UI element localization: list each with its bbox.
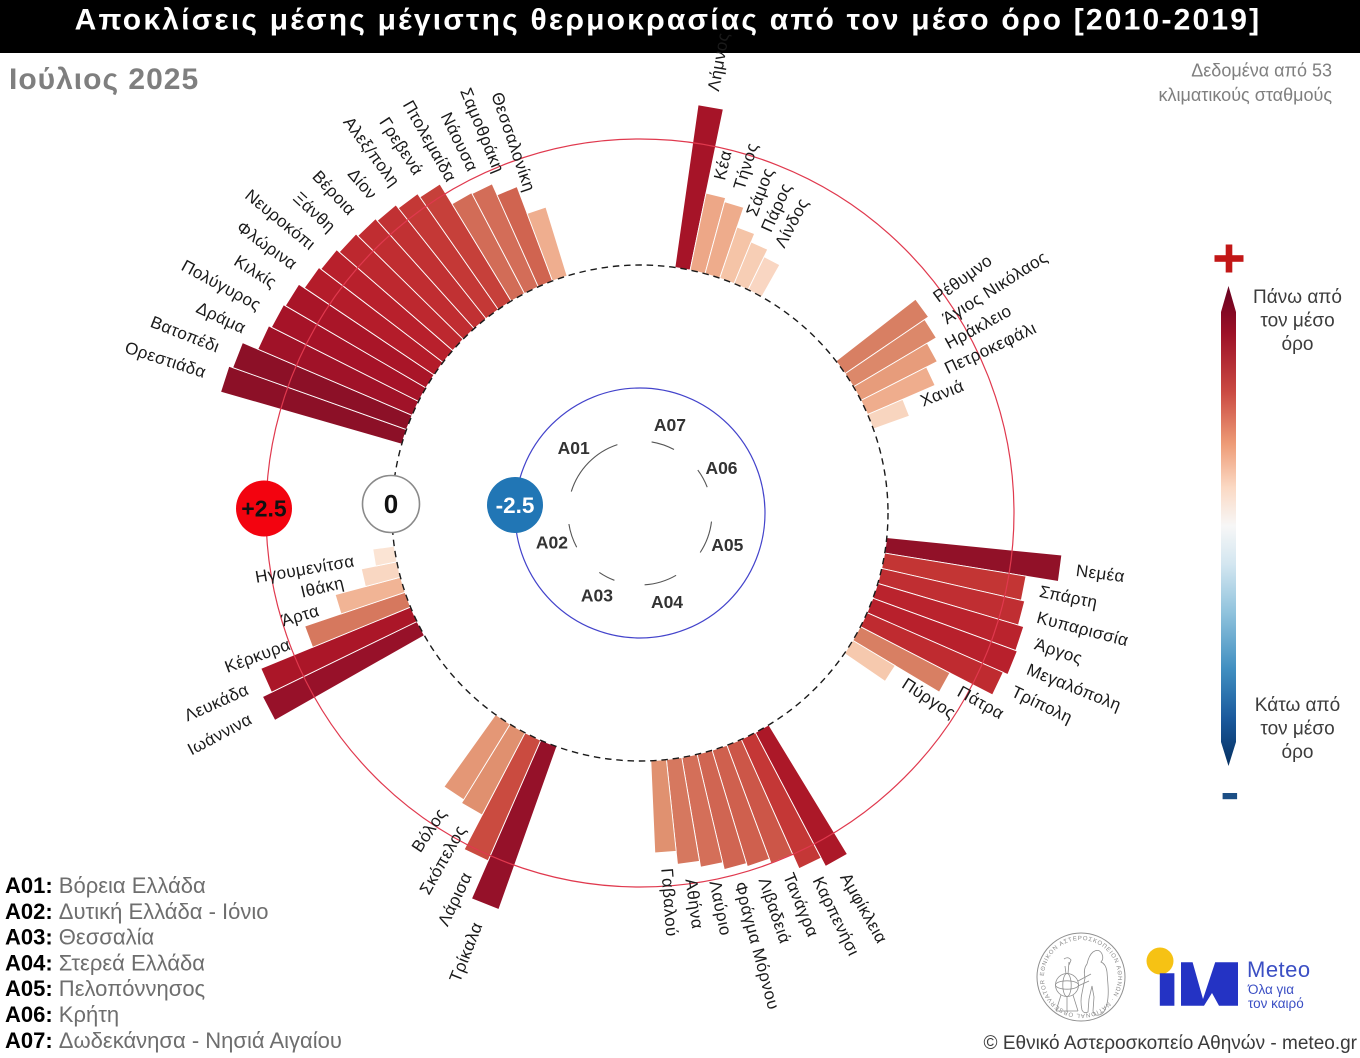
svg-text:A04: Στερεά Ελλάδα: A04: Στερεά Ελλάδα <box>5 950 205 975</box>
svg-text:A03: A03 <box>581 585 613 605</box>
svg-text:Όλα για: Όλα για <box>1247 982 1294 997</box>
svg-text:Δεδομένα από 53: Δεδομένα από 53 <box>1191 61 1332 81</box>
svg-text:A07: Δωδεκάνησα - Νησιά Αιγαίο: A07: Δωδεκάνησα - Νησιά Αιγαίου <box>5 1028 342 1053</box>
svg-text:A06: A06 <box>705 458 737 478</box>
svg-text:τον μέσο: τον μέσο <box>1260 719 1334 740</box>
svg-text:κλιματικούς σταθμούς: κλιματικούς σταθμούς <box>1159 85 1333 105</box>
svg-text:-2.5: -2.5 <box>496 493 535 518</box>
svg-text:Ιούλιος 2025: Ιούλιος 2025 <box>9 63 199 96</box>
svg-text:A01: A01 <box>558 438 590 458</box>
svg-text:όρο: όρο <box>1282 334 1314 355</box>
svg-text:τον μέσο: τον μέσο <box>1260 311 1334 332</box>
svg-text:A01: Βόρεια Ελλάδα: A01: Βόρεια Ελλάδα <box>5 873 206 898</box>
svg-text:A02: A02 <box>536 533 568 553</box>
svg-text:A04: A04 <box>651 592 683 612</box>
svg-text:A05: Πελοπόννησος: A05: Πελοπόννησος <box>5 976 205 1001</box>
svg-text:A03: Θεσσαλία: A03: Θεσσαλία <box>5 925 154 950</box>
svg-text:0: 0 <box>384 489 398 519</box>
svg-text:Meteo: Meteo <box>1247 957 1311 982</box>
svg-text:© Εθνικό Αστεροσκοπείο Αθηνών: © Εθνικό Αστεροσκοπείο Αθηνών - meteo.gr <box>984 1033 1358 1054</box>
svg-text:Πάνω από: Πάνω από <box>1253 287 1342 308</box>
svg-text:Κάτω από: Κάτω από <box>1255 695 1340 716</box>
svg-text:όρο: όρο <box>1282 742 1314 763</box>
svg-text:A06: Κρήτη: A06: Κρήτη <box>5 1002 119 1027</box>
svg-text:Αποκλίσεις μέσης μέγιστης θερμ: Αποκλίσεις μέσης μέγιστης θερμοκρασίας α… <box>75 4 1262 37</box>
svg-text:A07: A07 <box>654 415 686 435</box>
svg-text:A02: Δυτική Ελλάδα - Ιόνιο: A02: Δυτική Ελλάδα - Ιόνιο <box>5 899 269 924</box>
svg-text:τον καιρό: τον καιρό <box>1248 996 1304 1011</box>
svg-text:+2.5: +2.5 <box>241 496 287 522</box>
svg-text:A05: A05 <box>711 535 743 555</box>
